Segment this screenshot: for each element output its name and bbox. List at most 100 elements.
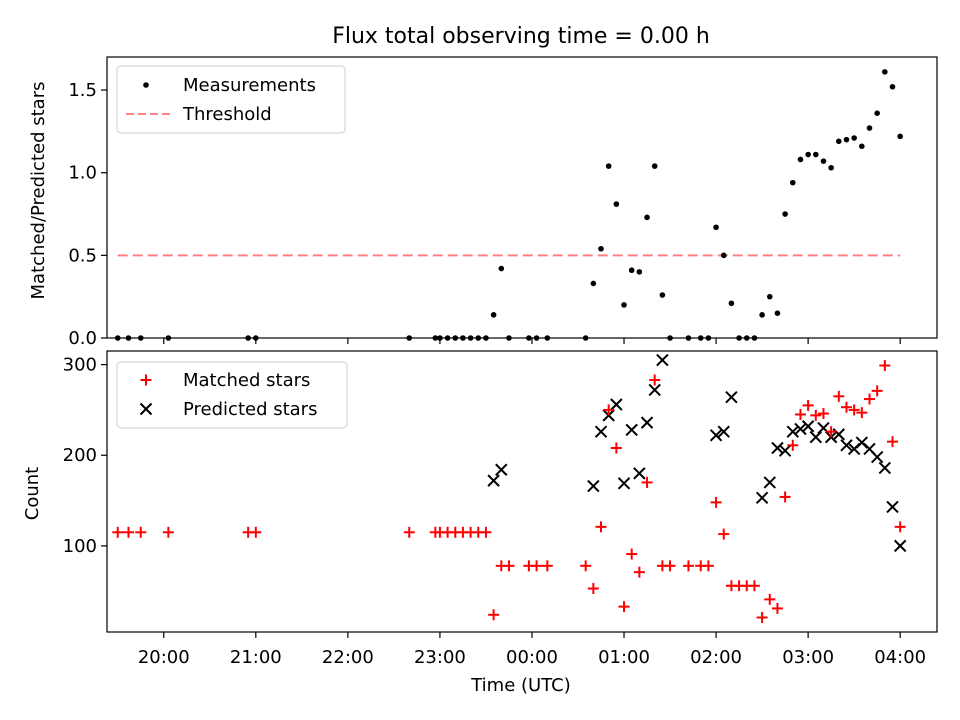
measurement-point (828, 164, 834, 171)
measurement-point (444, 335, 451, 341)
predicted-star-point (610, 398, 623, 411)
predicted-star-point (778, 444, 792, 457)
matched-star-point (887, 436, 899, 448)
measurement-point (889, 83, 896, 90)
x-tick-label: 23:00 (414, 647, 466, 668)
measurement-point (506, 335, 512, 341)
predicted-star-point (763, 476, 776, 489)
matched-star-point (641, 476, 653, 488)
measurement-point (437, 335, 443, 341)
measurement-point (245, 335, 251, 341)
predicted-star-point (648, 383, 661, 397)
measurement-point (165, 335, 172, 341)
measurement-point (613, 201, 620, 207)
measurement-point (432, 335, 439, 341)
matched-star-point (633, 566, 645, 578)
predicted-star-point (725, 391, 738, 404)
predicted-star-point (771, 441, 784, 455)
matched-star-point (595, 521, 607, 533)
predicted-legend-marker (139, 402, 153, 416)
predicted-star-point (801, 420, 815, 433)
measurement-point (820, 158, 827, 164)
measurement-point (751, 335, 758, 341)
measurement-point (621, 302, 627, 308)
measurement-point (460, 335, 466, 341)
measurement-point (759, 312, 765, 318)
measurement-point (713, 224, 719, 231)
matched-star-point (135, 526, 147, 538)
predicted-star-point (640, 416, 654, 429)
measurement-point (406, 335, 413, 341)
matched-legend-marker (140, 374, 152, 386)
matched-star-point (756, 611, 768, 623)
matched-star-point (764, 593, 776, 605)
measurement-point (705, 335, 712, 341)
matched-star-point (162, 526, 174, 538)
measurement-point (743, 335, 750, 341)
measurement-point (533, 335, 540, 341)
measurement-point (812, 151, 819, 158)
matched-star-point (840, 401, 852, 413)
matched-star-point (603, 404, 615, 416)
measurement-point (544, 335, 551, 341)
count-x-ticks: 20:00 21:00 22:00 23:00 00:00 01:00 02:00 03:00… (138, 632, 926, 668)
count-plot-frame (106, 350, 938, 633)
ratio-y-tick-label: 1.0 (68, 163, 97, 184)
measurement-point (483, 335, 489, 341)
measurement-point (685, 335, 692, 341)
matched-star-point (649, 374, 661, 386)
predicted-star-point (633, 467, 646, 480)
x-tick-label: 21:00 (230, 647, 282, 668)
count-panel: 100 200 300 20:00 21:00 22:00 23:00 00:00 01:00… (22, 350, 938, 696)
x-tick-label: 04:00 (874, 647, 926, 668)
matched-star-point (618, 601, 630, 613)
matched-star-point (810, 409, 822, 421)
measurement-point (526, 335, 532, 341)
predicted-star-point (786, 425, 799, 438)
matched-star-point (122, 526, 134, 538)
measurement-point (590, 280, 597, 287)
predicted-star-point (755, 491, 769, 505)
ratio-y-tick-label: 1.5 (68, 80, 97, 101)
ratio-y-ticks: 0.0 0.5 1.0 1.5 (68, 80, 107, 349)
matched-star-point (480, 526, 492, 538)
matched-star-point (825, 426, 837, 438)
measurement-point (253, 335, 259, 341)
matched-star-point (863, 393, 875, 405)
matched-star-point (879, 360, 891, 372)
measurement-point (490, 312, 497, 318)
measurement-point (805, 151, 811, 158)
matched-star-point (779, 491, 791, 503)
matched-star-point (718, 528, 730, 540)
predicted-star-point (495, 463, 508, 476)
predicted-legend-x (139, 402, 153, 416)
measurement-point (797, 156, 804, 163)
measurement-legend-marker (143, 82, 149, 88)
ratio-x-ticks (163, 338, 901, 344)
measurement-point (498, 265, 505, 272)
measurement-point (897, 133, 903, 140)
matched-star-point (871, 385, 883, 397)
matched-star-point (817, 408, 829, 420)
predicted-star-point (717, 425, 730, 438)
count-y-axis-label: Count (22, 467, 43, 520)
measurement-point (114, 335, 121, 341)
matched-star-point (626, 548, 638, 560)
matched-star-point (488, 609, 500, 621)
predicted-star-point (878, 461, 892, 475)
matched-star-point (587, 582, 599, 594)
matched-star-point (702, 560, 714, 572)
ratio-plot-frame (106, 56, 938, 339)
matched-star-point (710, 496, 722, 508)
predicted-star-point (656, 353, 669, 367)
ratio-legend-box (116, 65, 346, 134)
measurement-point (475, 335, 482, 341)
count-y-tick-label: 300 (63, 355, 97, 376)
threshold-legend-label: Threshold (182, 104, 272, 125)
measurement-point (720, 252, 727, 259)
matched-star-point (503, 560, 515, 572)
matched-star-point (541, 560, 553, 572)
measurement-point (882, 69, 888, 75)
predicted-star-point (794, 422, 807, 436)
